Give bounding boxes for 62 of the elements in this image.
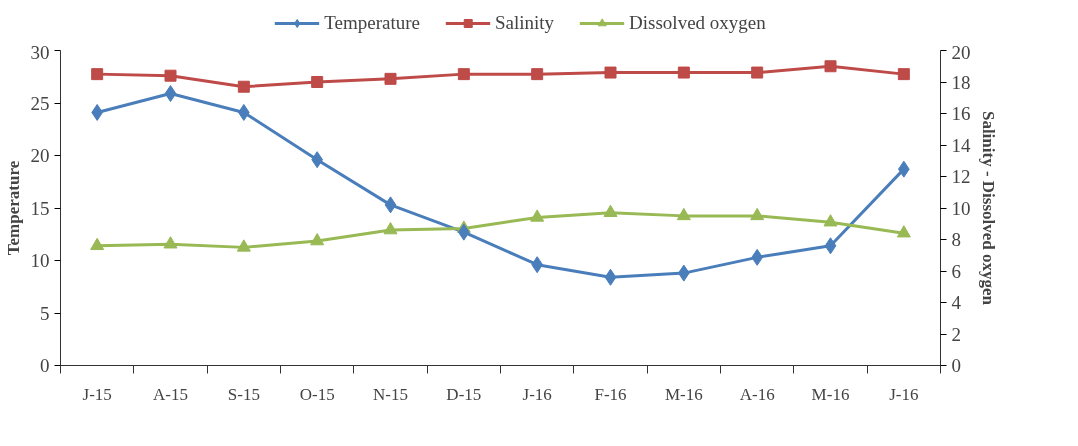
point — [384, 72, 397, 85]
x-tick-label: J-16 — [522, 384, 552, 404]
point — [236, 239, 251, 252]
y2-tick-label: 16 — [951, 103, 971, 124]
point — [603, 204, 618, 217]
y2-tick-label: 14 — [951, 134, 971, 156]
y2-tick-label: 0 — [951, 355, 961, 376]
point — [604, 268, 617, 286]
y2-tick-label: 2 — [951, 323, 961, 345]
y-tick-label: 30 — [30, 41, 50, 63]
legend-label: Dissolved oxygen — [629, 11, 766, 34]
point — [310, 233, 325, 246]
point — [530, 209, 545, 222]
x-tick-label: M-16 — [664, 384, 703, 404]
y2-tick-label: 20 — [951, 41, 971, 63]
point — [751, 66, 764, 79]
y2-tick-label: 10 — [951, 197, 971, 219]
y2-tick-label: 18 — [951, 71, 971, 93]
point — [164, 69, 177, 82]
point — [383, 222, 398, 235]
y-tick-label: 25 — [30, 92, 50, 114]
y2-axis-title: Salinity - Dissolved oxygen — [978, 110, 998, 306]
point — [824, 60, 837, 73]
point — [90, 237, 105, 251]
point — [531, 68, 544, 81]
x-tick-label: J-16 — [889, 384, 919, 404]
point — [237, 80, 250, 93]
x-tick-label: A-16 — [739, 384, 775, 404]
y-axis-title: Temperature — [3, 160, 23, 256]
y-tick-label: 5 — [40, 302, 50, 324]
point — [311, 76, 324, 88]
x-tick-label: M-16 — [811, 384, 850, 404]
x-tick-label: F-16 — [594, 384, 627, 404]
y-tick-label: 15 — [30, 197, 50, 219]
y-tick-label: 0 — [40, 355, 50, 376]
y2-tick-label: 12 — [951, 166, 971, 187]
point — [164, 85, 177, 103]
y2-tick-label: 8 — [951, 229, 961, 250]
x-tick-label: S-15 — [227, 384, 260, 404]
point — [750, 207, 765, 221]
point — [897, 68, 910, 81]
y2-tick-label: 4 — [951, 292, 962, 313]
point — [824, 237, 837, 255]
point — [677, 66, 690, 79]
point — [384, 196, 397, 214]
x-tick-label: A-15 — [153, 384, 188, 404]
point — [823, 214, 838, 227]
point — [163, 236, 178, 249]
point — [896, 225, 911, 238]
point — [604, 66, 617, 79]
y-tick-label: 20 — [30, 145, 50, 166]
legend-label: Salinity — [494, 11, 555, 34]
point — [457, 68, 470, 81]
x-tick-label: O-15 — [299, 384, 335, 404]
point — [91, 68, 104, 81]
x-tick-label: J-15 — [82, 384, 112, 404]
legend-label: Temperature — [324, 11, 420, 34]
x-tick-label: D-15 — [446, 384, 482, 404]
x-tick-label: N-15 — [373, 384, 408, 404]
point — [676, 207, 691, 221]
y-tick-label: 10 — [30, 250, 50, 271]
y2-tick-label: 6 — [951, 260, 961, 282]
